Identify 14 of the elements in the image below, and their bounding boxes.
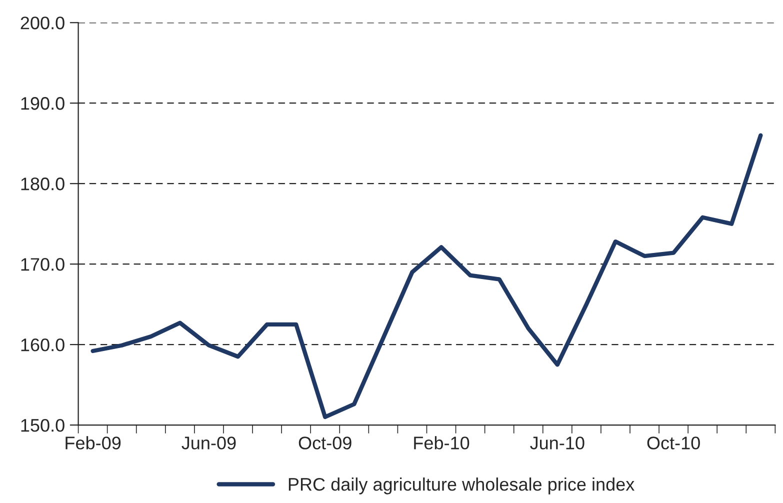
x-tick-label: Oct-10 bbox=[647, 436, 700, 450]
x-tick-label: Jun-10 bbox=[530, 436, 584, 450]
line-series bbox=[90, 133, 763, 420]
x-tick-label: Jun-09 bbox=[182, 436, 236, 450]
y-tick-label: 170.0 bbox=[21, 258, 64, 271]
y-tick-label: 190.0 bbox=[21, 97, 64, 110]
x-tick-label: Oct-09 bbox=[298, 436, 352, 450]
x-tick-label: Feb-09 bbox=[66, 436, 121, 450]
y-tick-label: 200.0 bbox=[20, 16, 64, 30]
y-tick-label: 150.0 bbox=[21, 418, 64, 432]
y-tick-label: 180.0 bbox=[21, 178, 64, 190]
x-tick-label: Feb-10 bbox=[414, 436, 470, 450]
legend-label: PRC daily agriculture wholesale price index bbox=[288, 478, 634, 494]
y-tick-label: 160.0 bbox=[21, 338, 64, 352]
